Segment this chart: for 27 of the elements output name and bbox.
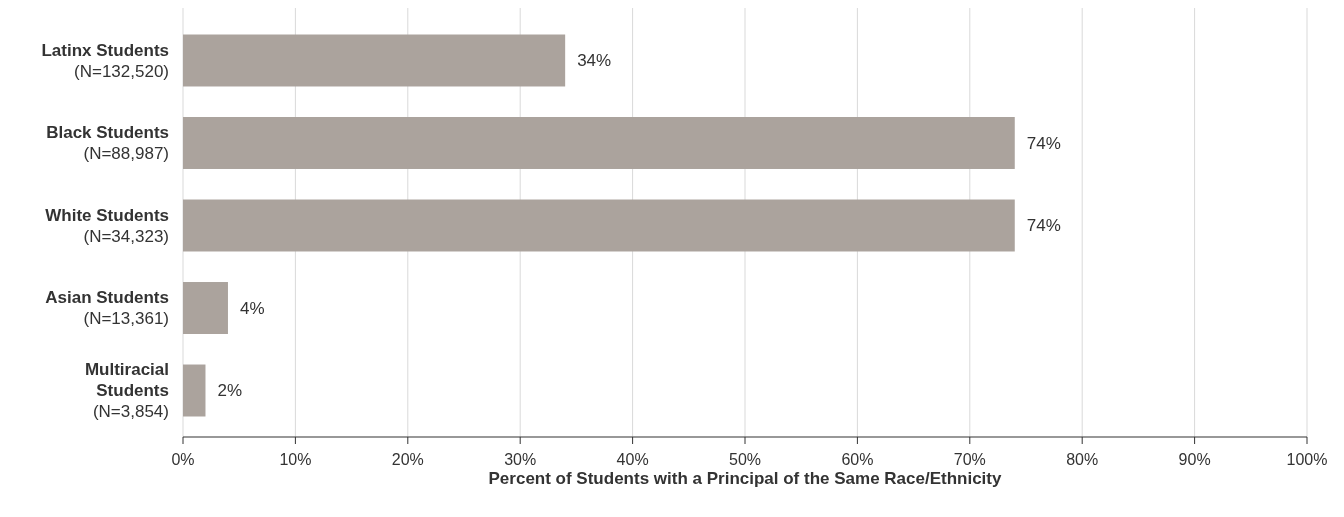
x-tick-label: 70% <box>953 451 986 468</box>
x-axis-title: Percent of Students with a Principal of the Same Race/Ethnicity <box>488 469 1003 488</box>
x-tick-label: 20% <box>391 451 424 468</box>
y-tick-label: Black Students (N=88,987) <box>46 123 169 164</box>
x-tick-label: 10% <box>279 451 312 468</box>
data-label: 74% <box>1026 216 1061 236</box>
bar <box>183 199 1015 252</box>
y-tick-label: Multiracial Students (N=3,854) <box>84 360 169 422</box>
x-tick-label: 60% <box>841 451 874 468</box>
data-label: 34% <box>577 51 612 71</box>
y-tick-label: White Students (N=34,323) <box>45 205 169 246</box>
bar <box>183 34 566 87</box>
bar <box>183 282 228 334</box>
x-tick-label: 40% <box>616 451 649 468</box>
bar <box>183 364 206 417</box>
data-label: 74% <box>1026 133 1061 153</box>
data-label: 4% <box>239 298 265 318</box>
x-tick-label: 80% <box>1066 451 1099 468</box>
x-tick-label: 0% <box>171 451 195 468</box>
y-tick-label: Asian Students (N=13,361) <box>45 288 169 329</box>
x-tick-label: 50% <box>728 451 762 468</box>
x-tick-label: 30% <box>504 451 537 468</box>
data-label: 2% <box>217 381 243 401</box>
y-tick-label: Latinx Students (N=132,520) <box>41 40 169 81</box>
x-tick-label: 90% <box>1178 451 1211 468</box>
bar <box>183 117 1015 169</box>
x-tick-label: 100% <box>1286 451 1328 468</box>
